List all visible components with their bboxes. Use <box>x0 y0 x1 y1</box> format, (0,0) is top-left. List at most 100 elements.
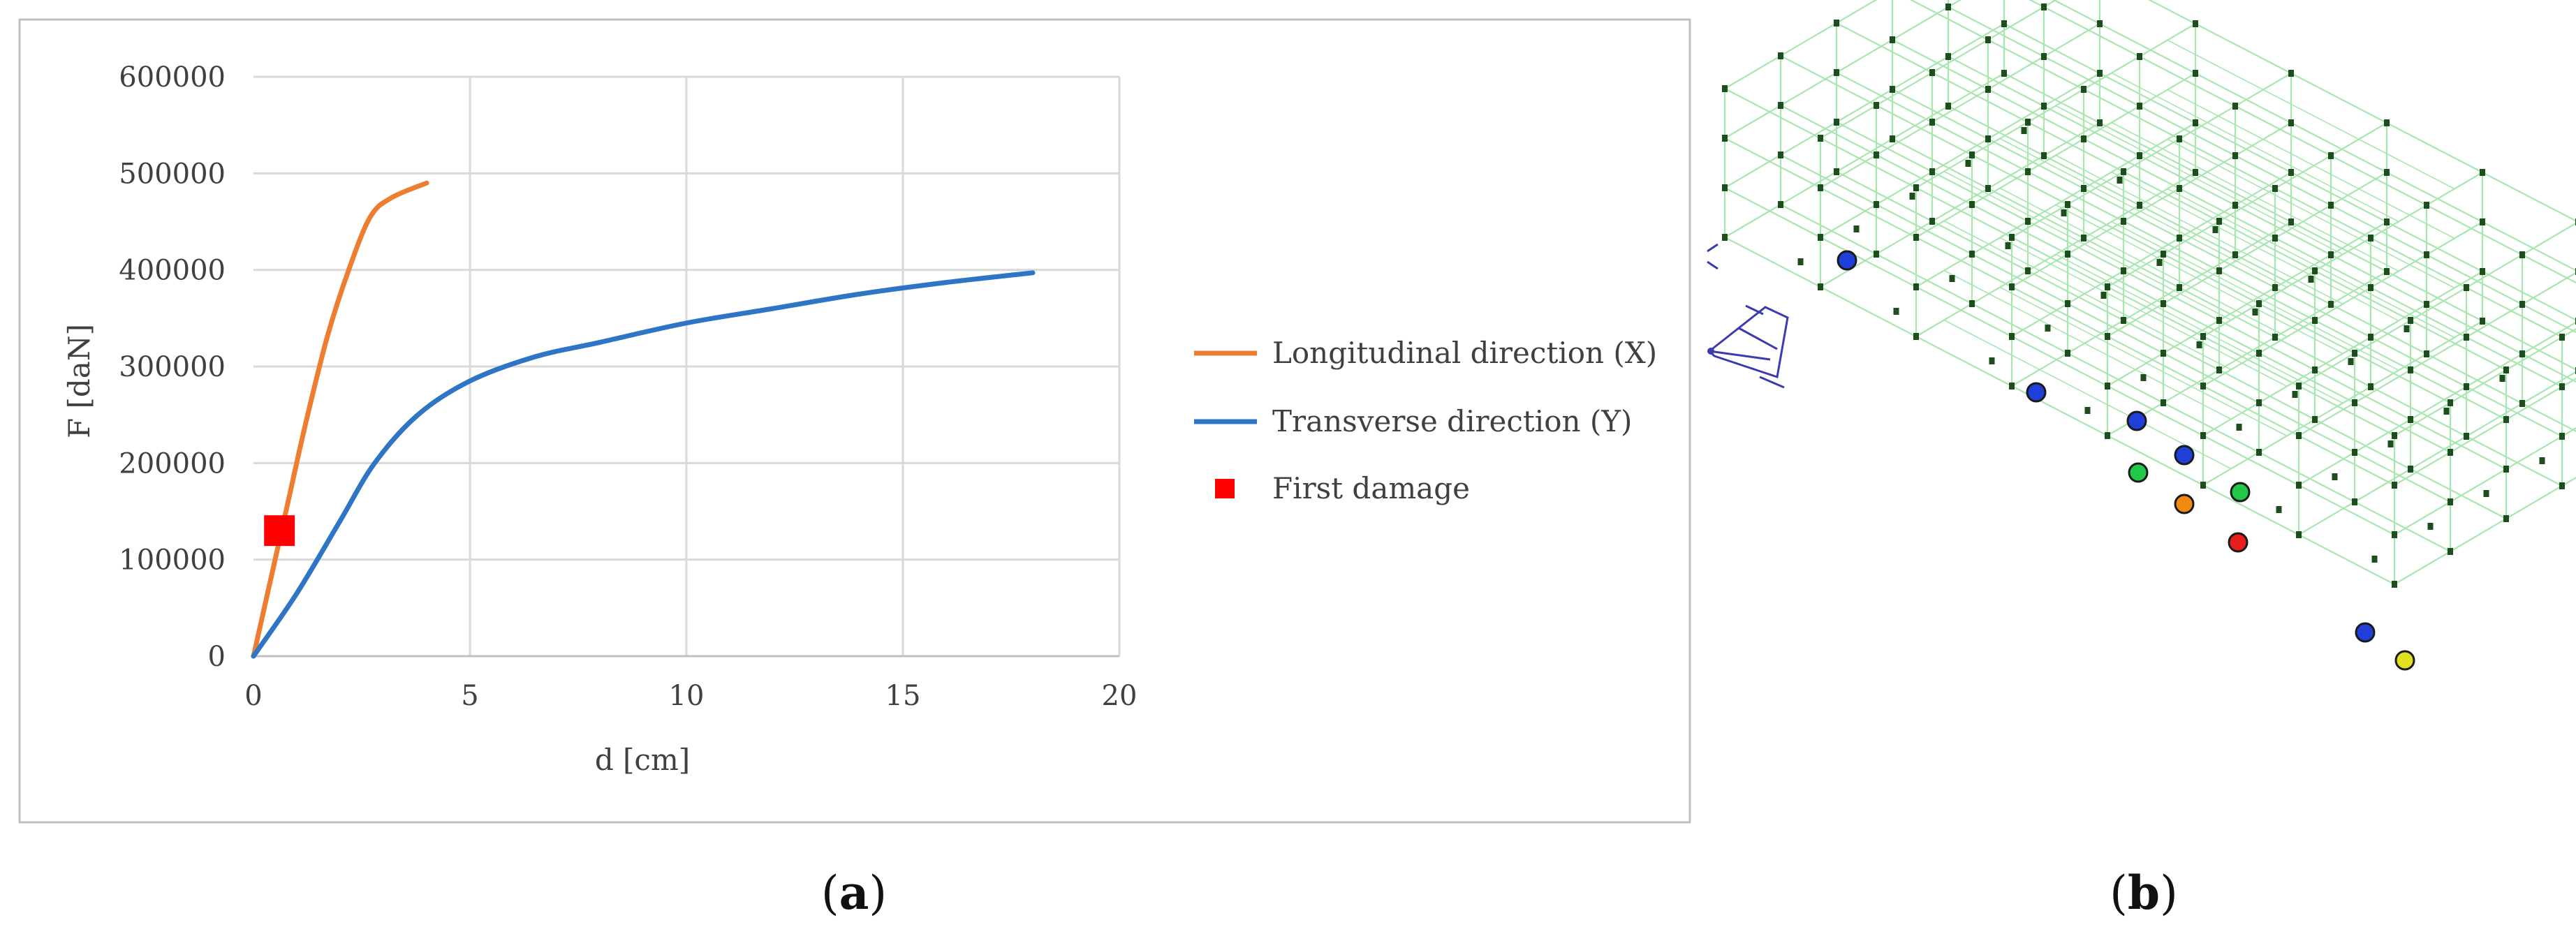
frame-node <box>2448 548 2453 555</box>
frame-node <box>2041 152 2047 159</box>
frame-node <box>2272 235 2278 242</box>
legend-swatch <box>1215 479 1235 498</box>
frame-node <box>1874 201 1879 208</box>
frame-node <box>2371 556 2378 563</box>
frame-node <box>2392 482 2397 489</box>
frame-node <box>2480 318 2485 325</box>
frame-node <box>2161 350 2166 357</box>
frame-node <box>2177 284 2182 291</box>
frame-node <box>2296 383 2302 390</box>
frame-node <box>1818 135 1823 142</box>
frame-node <box>2193 119 2198 126</box>
frame-node <box>2408 317 2413 324</box>
frame-node <box>2097 119 2103 126</box>
frame-node <box>2025 218 2031 225</box>
frame-node <box>1985 135 1991 142</box>
frame-node <box>2256 350 2262 357</box>
frame-node <box>2105 333 2110 340</box>
frame-node <box>1929 119 1935 126</box>
frame-node <box>2121 317 2126 324</box>
frame-node <box>2041 103 2047 110</box>
frame-node <box>2177 235 2182 242</box>
frame-node <box>2216 218 2222 225</box>
frame-node <box>2065 350 2070 357</box>
frame-node <box>1969 151 1975 158</box>
frame-node <box>2392 531 2397 538</box>
frame-node <box>2105 383 2110 390</box>
axis-glyph-icon <box>1707 243 1789 389</box>
frame-node <box>2308 276 2314 283</box>
x-tick-label: 0 <box>244 680 262 712</box>
frame-node <box>2464 334 2469 341</box>
frame-node <box>2384 119 2390 126</box>
y-tick-label: 400000 <box>119 255 226 287</box>
chart-frame <box>18 18 1691 824</box>
y-tick-label: 600000 <box>119 61 226 94</box>
frame-node <box>2232 202 2238 209</box>
legend-label: Transverse direction (Y) <box>1272 404 1632 438</box>
legend-label: First damage <box>1272 471 1470 505</box>
damage-marker <box>2355 622 2376 643</box>
frame-node <box>2065 251 2070 258</box>
frame-node <box>2137 152 2142 159</box>
frame-node <box>2312 267 2318 274</box>
frame-node <box>2061 209 2067 216</box>
frame-node <box>2503 366 2509 373</box>
frame-node <box>2464 383 2469 390</box>
frame-node <box>1778 102 1783 109</box>
frame-node <box>2081 185 2086 192</box>
frame-node <box>2328 202 2334 209</box>
frame-node <box>1929 168 1935 175</box>
frame-node <box>2288 119 2294 126</box>
frame-node <box>1929 218 1935 225</box>
frame-node <box>2232 152 2238 159</box>
frame-node <box>1834 119 1839 126</box>
frame-node <box>1874 251 1879 258</box>
frame-node <box>2137 103 2142 110</box>
frame-node <box>2559 433 2565 440</box>
damage-marker <box>2128 462 2149 483</box>
frame-node <box>2193 70 2198 77</box>
frame-node <box>2539 457 2545 464</box>
damage-marker <box>2174 494 2195 514</box>
frame-node <box>2332 473 2338 480</box>
frame-node <box>1945 103 1951 110</box>
frame-grid <box>1723 0 2576 585</box>
frame-node <box>2117 177 2123 184</box>
frame-node <box>1890 36 1895 43</box>
first-damage-marker <box>264 515 295 547</box>
frame-node <box>1722 135 1728 142</box>
frame-node <box>2025 119 2031 126</box>
frame-node <box>2001 20 2007 27</box>
damage-marker <box>2026 382 2047 403</box>
frame-node <box>2328 301 2334 308</box>
frame-node <box>2081 235 2086 242</box>
frame-node <box>2065 201 2070 208</box>
frame-node <box>2009 333 2015 340</box>
damage-marker <box>2126 410 2147 431</box>
frame-node <box>2193 20 2198 27</box>
frame-node <box>2312 416 2318 423</box>
panel-label-a: (a) <box>821 866 887 920</box>
frame-node <box>2156 259 2163 266</box>
frame-node <box>1890 86 1895 93</box>
frame-node <box>2081 135 2086 142</box>
frame-node <box>2328 251 2334 258</box>
frame-node <box>2009 383 2015 390</box>
frame-node <box>2424 301 2429 308</box>
frame-node <box>2408 466 2413 473</box>
panel-a-chart: 0 100000 200000 300000 400000 500000 600000 0 5 1… <box>18 18 1691 824</box>
frame-node <box>2041 3 2047 10</box>
frame-node <box>2288 169 2294 176</box>
frame-node <box>1965 160 1971 167</box>
frame-node <box>2519 350 2525 357</box>
frame-node <box>2097 70 2103 77</box>
frame-node <box>2161 300 2166 307</box>
frame-node <box>2559 334 2565 341</box>
panel-label-b: (b) <box>2110 866 2178 920</box>
frame-node <box>2161 251 2166 258</box>
frame-node <box>2216 267 2222 274</box>
frame-node <box>2392 581 2397 588</box>
frame-node <box>2121 218 2126 225</box>
